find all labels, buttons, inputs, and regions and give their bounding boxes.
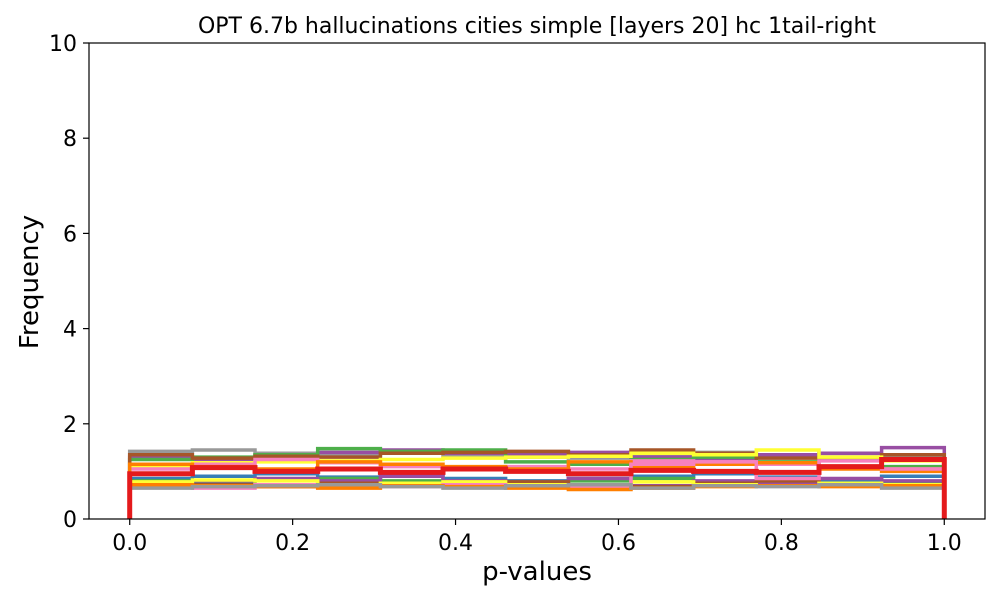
y-tick-label: 4 <box>63 318 77 343</box>
x-axis: 0.0 0.2 0.4 0.6 0.8 1.0 <box>112 519 962 556</box>
y-axis-label: Frequency <box>15 215 45 349</box>
y-tick-label: 0 <box>63 508 77 533</box>
x-tick-label: 0.6 <box>601 531 636 556</box>
x-axis-label: p-values <box>482 557 592 587</box>
y-tick-label: 8 <box>63 127 77 152</box>
series-layer <box>127 445 947 519</box>
histogram-series-15 <box>127 482 947 519</box>
y-tick-label: 2 <box>63 413 77 438</box>
y-tick-label: 10 <box>49 32 77 57</box>
y-axis: 0 2 4 6 8 10 <box>49 32 89 533</box>
x-tick-label: 0.8 <box>764 531 799 556</box>
x-tick-label: 1.0 <box>927 531 962 556</box>
plot-frame <box>88 42 986 520</box>
chart-title: OPT 6.7b hallucinations cities simple [l… <box>198 14 876 39</box>
x-tick-label: 0.4 <box>438 531 473 556</box>
x-tick-label: 0.0 <box>112 531 147 556</box>
histogram-series-16 <box>127 457 947 519</box>
x-tick-label: 0.2 <box>275 531 310 556</box>
y-tick-label: 6 <box>63 222 77 247</box>
